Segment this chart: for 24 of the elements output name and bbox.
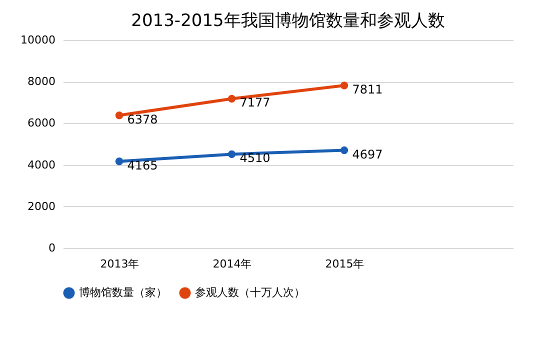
y-tick-label: 2000	[28, 200, 56, 213]
x-tick-label: 2015年	[325, 258, 364, 270]
x-tick-label: 2013年	[100, 258, 140, 270]
y-tick-label: 6000	[28, 116, 56, 130]
data-label: 4697	[352, 147, 383, 162]
point	[228, 94, 236, 103]
y-tick-label: 0	[48, 242, 56, 254]
data-label: 7177	[240, 96, 270, 110]
y-tick-label: 8000	[28, 75, 56, 88]
chart-title: 2013-2015年我国博物馆数量和参观人数	[131, 11, 445, 31]
data-label: 4165	[127, 158, 158, 172]
point	[340, 146, 348, 154]
data-label: 6378	[127, 112, 158, 126]
legend-label: 博物馆数量（家）	[79, 286, 167, 299]
y-tick-label: 10000	[20, 34, 56, 46]
y-tick-label: 4000	[28, 158, 56, 172]
data-label: 4510	[240, 151, 270, 166]
point	[228, 150, 236, 158]
point	[340, 82, 348, 90]
x-tick-label: 2014年	[212, 258, 252, 270]
point	[115, 158, 124, 166]
point	[115, 111, 124, 120]
legend-label: 参观人数（十万人次）	[195, 286, 305, 299]
data-label: 7811	[352, 82, 383, 97]
